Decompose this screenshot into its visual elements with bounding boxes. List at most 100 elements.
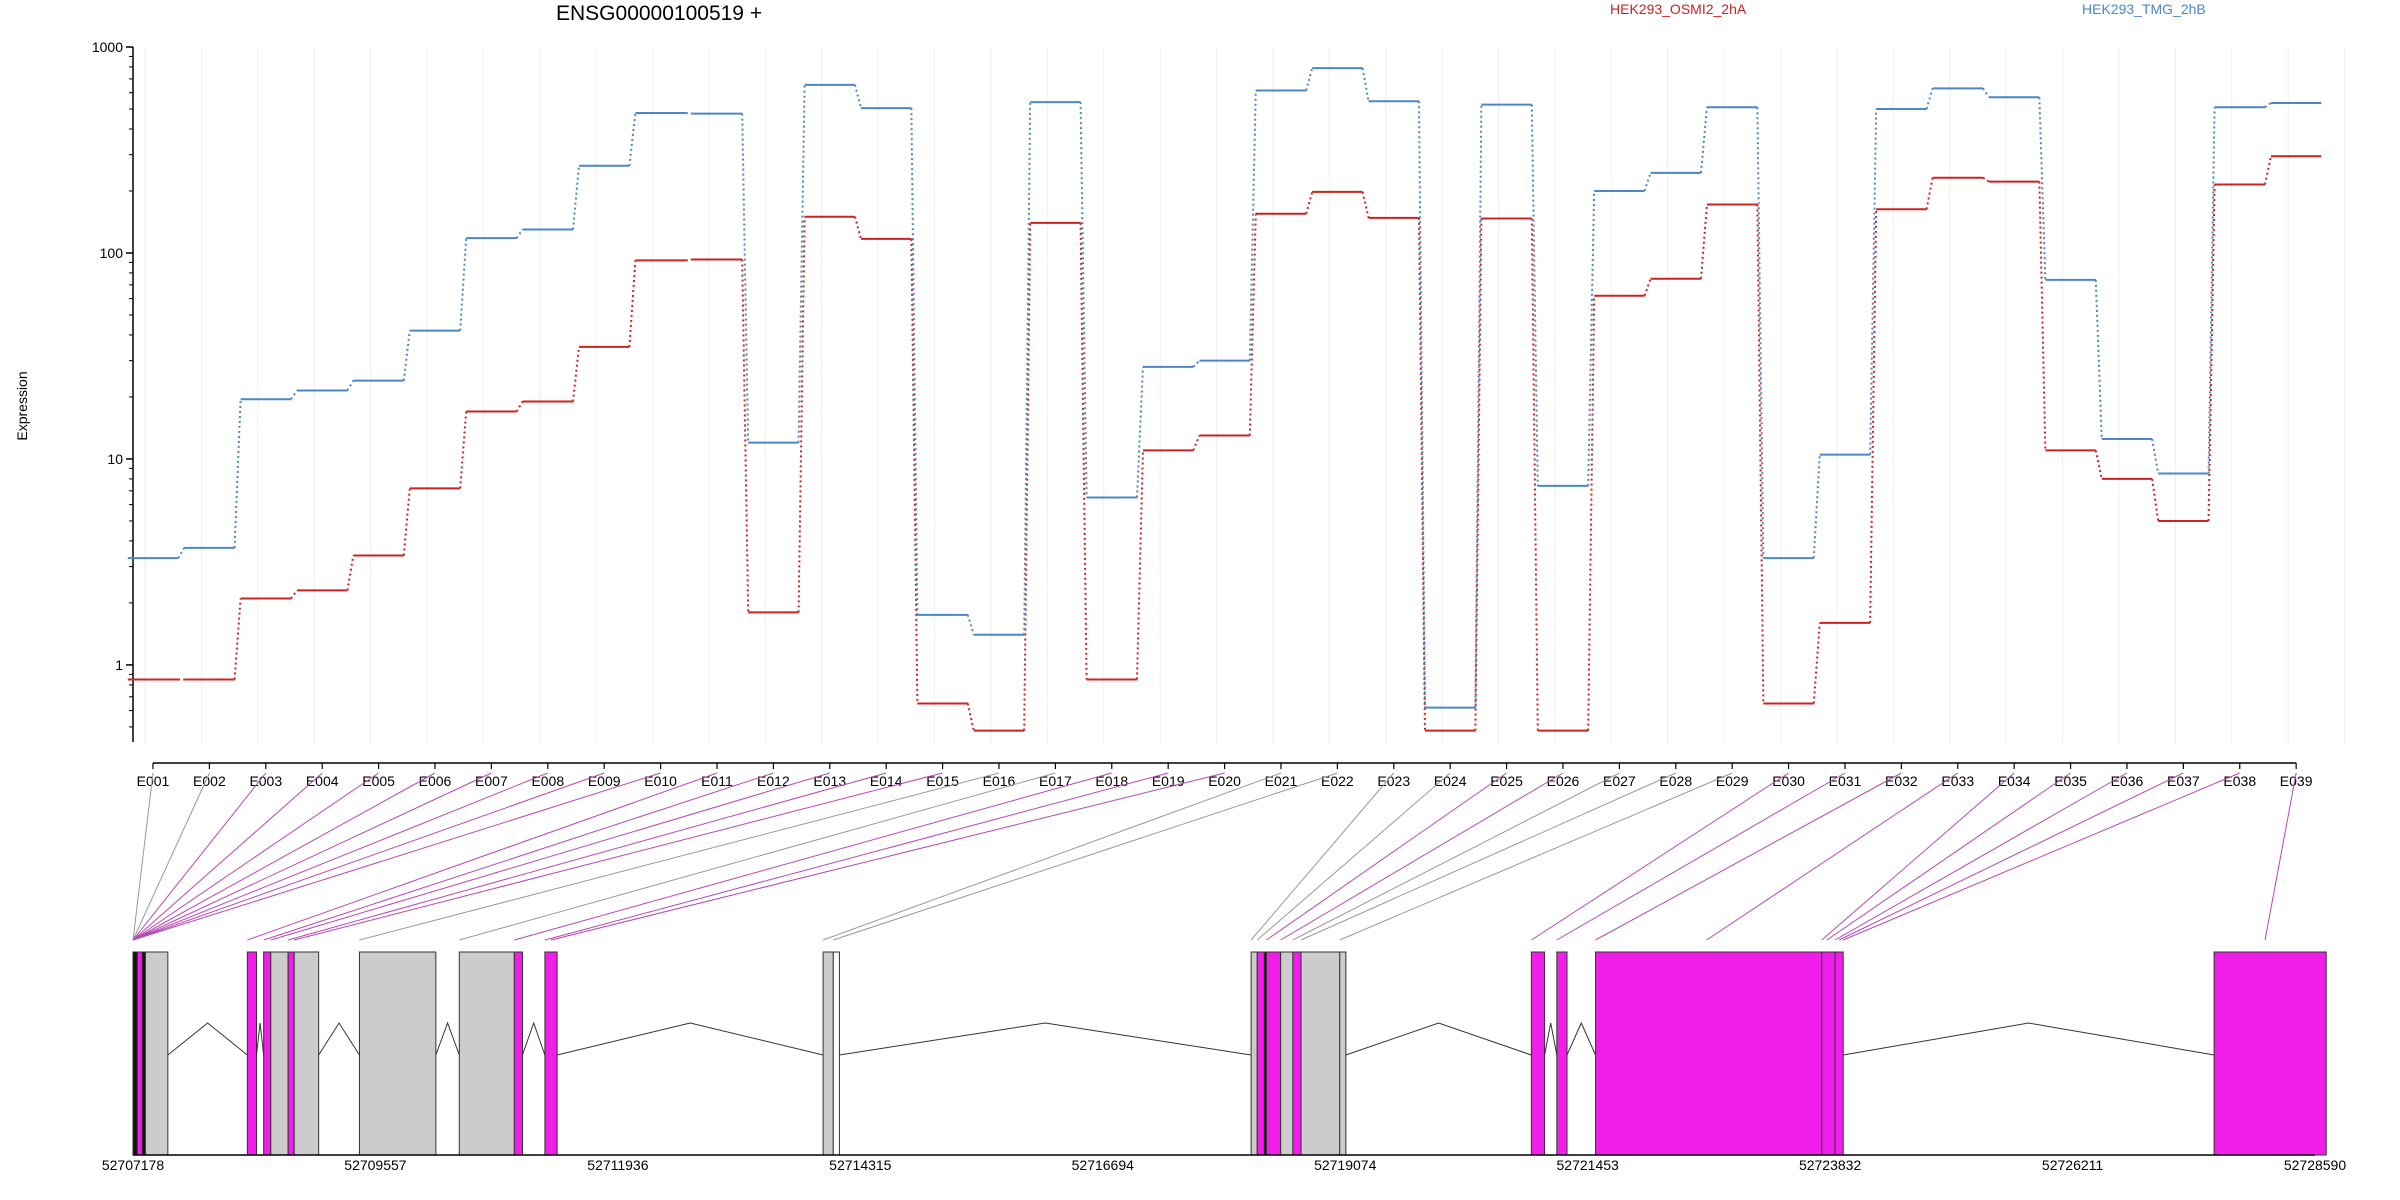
exon-block [293,951,320,1156]
series-connector [1305,67,1314,91]
x-tick-label: E010 [644,773,677,789]
exon-link-line [132,772,436,941]
series-connector [1643,278,1652,297]
x-tick-label: E008 [531,773,564,789]
x-tick-label: E037 [2167,773,2200,789]
x-tick-label: E006 [419,773,452,789]
intron-line [318,1022,360,1056]
series-layer [127,67,2322,732]
exon-link-line [1834,772,2128,941]
exon-link-line [1250,772,1395,941]
exon-link-line [459,772,1056,941]
exon-block [1821,951,1836,1156]
x-tick-label: E005 [362,773,395,789]
exon-link-line [550,772,1225,941]
vertical-grid [144,47,2346,745]
y-tick-label: 10 [107,451,123,467]
series-connector [1869,209,1878,623]
exon-block [1556,951,1568,1156]
exon-link-line [544,772,1169,941]
intron-line [1843,1022,2215,1056]
x-tick-label: E016 [983,773,1016,789]
coordinate-label: 52719074 [1314,1157,1377,1173]
x-tick-label: E026 [1547,773,1580,789]
series-connector [1812,454,1821,559]
x-tick-label: E028 [1659,773,1692,789]
y-axis-label: Expression [14,371,30,441]
exon-link-line [359,772,1000,941]
exon-block [1292,951,1302,1156]
series-connector [571,346,580,402]
exon-block [287,951,295,1156]
series-connector [515,228,524,239]
exon-link-lines [132,772,2297,941]
exon-link-line [294,772,943,941]
exon-link-line [1339,772,1733,941]
series-connector [1361,67,1370,102]
x-tick-label: E009 [588,773,621,789]
coordinate-label: 52714315 [829,1157,892,1173]
exon-link-line [132,772,492,941]
series-connector [1699,107,1708,173]
y-tick-label: 1 [115,657,123,673]
x-tick-label: E011 [701,773,733,789]
chart-title: ENSG00000100519 + [556,2,763,25]
exon-link-line [822,772,1282,941]
exon-link-line [132,772,323,941]
x-tick-label: E012 [757,773,790,789]
exon-block [270,951,289,1156]
exon-block [358,951,437,1156]
exon-link-line [263,772,774,941]
x-tick-label: E013 [813,773,846,789]
x-tick-label: E039 [2280,773,2313,789]
intron-line [435,1021,460,1056]
intron-line [1345,1022,1532,1056]
series-connector [1417,101,1426,708]
series-connector [1305,191,1314,215]
exon-link-line [287,772,887,941]
series-connector [2207,107,2216,474]
intron-line [839,1022,1252,1056]
series-connector [459,238,468,331]
exon-link-line [1292,772,1620,941]
exon-block [1250,951,1258,1156]
coordinate-label: 52728590 [2284,1157,2347,1173]
series-connector [628,112,637,166]
coordinate-label: 52707178 [102,1157,165,1173]
series-connector [2151,478,2160,522]
series-connector [966,703,975,731]
exon-block [144,951,169,1156]
x-tick-label: E036 [2111,773,2144,789]
exon-link-line [833,772,1338,941]
series-connector [2094,279,2103,440]
x-tick-label: E003 [249,773,282,789]
series-connector [459,411,468,489]
series-connector [1982,87,1990,98]
series-connector [1699,204,1708,279]
exon-block [2213,951,2327,1156]
series-connector [177,547,186,559]
x-tick-label: E027 [1603,773,1636,789]
exon-link-line [270,772,830,941]
series-connector [402,488,411,556]
x-tick-label: E014 [870,773,903,789]
x-tick-label: E033 [1941,773,1974,789]
series-connector [854,84,862,109]
exon-block [822,951,834,1156]
exon-link-line [1256,772,1451,941]
series-connector [233,399,242,548]
exon-block [544,951,558,1156]
intron-line [1544,1022,1558,1056]
series-connector [1417,217,1426,731]
series-connector [685,258,692,262]
series-connector [290,389,298,400]
x-tick-label: E007 [475,773,508,789]
exon-block [458,951,515,1156]
legend-series-1: HEK293_OSMI2_2hA [1610,1,1747,17]
series-connector [346,380,355,391]
x-tick-label: E022 [1321,773,1354,789]
exon-link-line [132,772,210,941]
y-tick-label: 100 [100,245,124,261]
coordinate-label: 52709557 [344,1157,407,1173]
